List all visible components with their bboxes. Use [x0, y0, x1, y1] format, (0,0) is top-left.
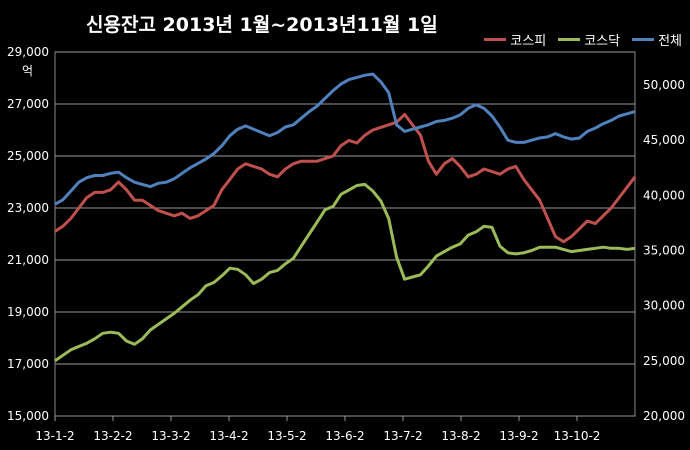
series-line-2: [54, 72, 636, 206]
left-axis-unit: 억: [22, 64, 34, 78]
y-left-tick-label: 25,000: [7, 149, 49, 163]
y-left-tick-label: 23,000: [7, 201, 49, 215]
series-lines: [54, 72, 637, 363]
x-tick-label: 13-5-2: [267, 429, 306, 443]
y-right-tick-label: 20,000: [643, 409, 685, 423]
y-right-tick-label: 30,000: [643, 299, 685, 313]
legend-swatch-total: [632, 38, 655, 41]
x-tick-label: 13-3-2: [151, 429, 190, 443]
y-left-tick-label: 27,000: [7, 97, 49, 111]
y-left-tick-label: 17,000: [7, 357, 49, 371]
y-right-tick-label: 35,000: [643, 244, 685, 258]
legend-label-kospi: 코스피: [510, 34, 547, 49]
legend-label-kosdaq: 코스닥: [584, 34, 621, 49]
y-right-tick-label: 45,000: [643, 133, 685, 147]
y-left-tick-label: 15,000: [7, 409, 49, 423]
y-left-tick-label: 19,000: [7, 305, 49, 319]
y-left-tick-label: 29,000: [7, 45, 49, 59]
y-axis-right: 20,000 25,000 30,000 35,000 40,000 45,000 50,0…: [643, 78, 685, 423]
legend-item-kospi: 코스피: [484, 30, 546, 49]
x-tick-label: 13-8-2: [441, 429, 480, 443]
series-line-1: [54, 182, 636, 363]
y-right-tick-label: 40,000: [643, 188, 685, 202]
legend-label-total: 전체: [658, 34, 682, 49]
series-line-0: [54, 112, 637, 244]
x-tick-label: 13-6-2: [325, 429, 364, 443]
y-left-tick-label: 21,000: [7, 253, 49, 267]
x-tick-label: 13-10-2: [554, 429, 601, 443]
legend-swatch-kosdaq: [558, 38, 581, 41]
x-axis: 13-1-2 13-2-2 13-3-2 13-4-2 13-5-2 13-6-2 13-7…: [35, 416, 600, 443]
x-tick-label: 13-9-2: [499, 429, 538, 443]
legend: 코스피 코스닥 전체: [484, 30, 682, 49]
x-tick-label: 13-1-2: [35, 429, 74, 443]
y-axis-left: 15,000 17,000 19,000 21,000 23,000 25,000 27,0…: [7, 45, 49, 423]
chart-title: 신용잔고 2013년 1월~2013년11월 1일: [86, 14, 438, 36]
x-tick-label: 13-4-2: [209, 429, 248, 443]
legend-swatch-kospi: [484, 38, 507, 41]
y-right-tick-label: 50,000: [643, 78, 685, 92]
y-right-tick-label: 25,000: [643, 354, 685, 368]
x-tick-label: 13-7-2: [383, 429, 422, 443]
x-tick-label: 13-2-2: [93, 429, 132, 443]
legend-item-total: 전체: [632, 30, 682, 49]
legend-item-kosdaq: 코스닥: [558, 30, 620, 49]
plot-area: [54, 51, 636, 417]
